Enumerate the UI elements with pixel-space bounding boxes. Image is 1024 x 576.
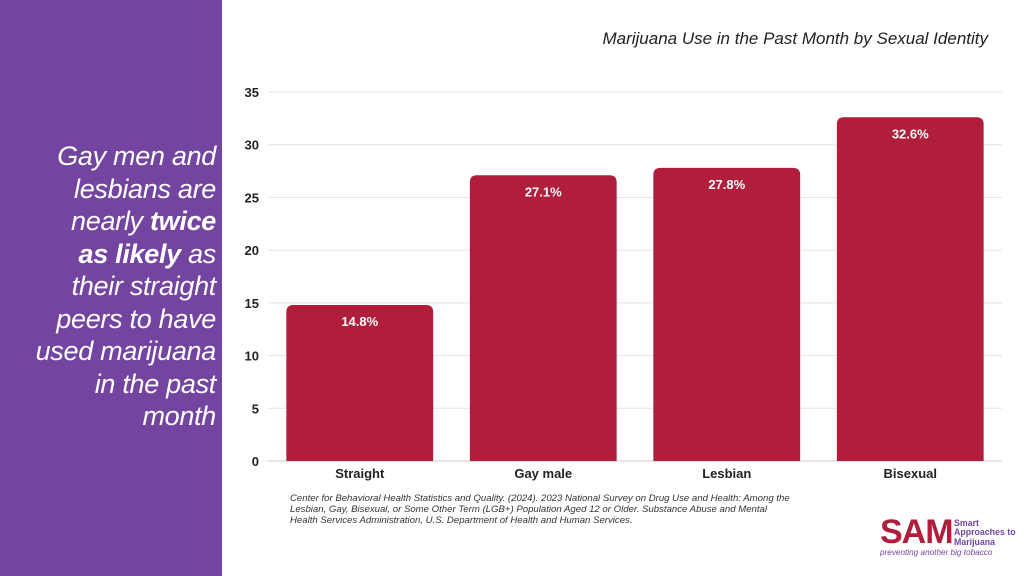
x-tick-label-3: Bisexual [884,466,937,481]
bar-data-label-3: 32.6% [892,126,929,141]
bar-data-label-2: 27.8% [708,177,745,192]
headline-line-7: used marijuana [35,336,217,366]
x-tick-label-0: Straight [335,466,385,481]
logo-name-line-2: Approaches to [954,527,1016,538]
headline-line-5: their straight [71,271,217,301]
logo-name-line-3: Marijuana [954,536,996,547]
headline-emphasis-1: twice [149,206,216,236]
headline-emphasis-2: as likely [78,238,181,269]
bar-2 [653,167,801,461]
x-tick-label-1: Gay male [514,466,572,481]
logo-name-line-1: Smart [954,518,979,528]
headline-line-3a: nearly [71,206,150,236]
headline-line-6: peers to have [56,303,216,334]
logo-mark: SAM [880,513,954,551]
logo-name: Smart Approaches to Marijuana [954,518,1016,547]
headline-line-9: month [142,401,216,431]
y-tick-label-3: 15 [245,296,259,311]
bar-data-label-1: 27.1% [525,184,562,199]
y-tick-label-2: 10 [245,349,259,364]
y-tick-label-6: 30 [245,138,259,153]
x-tick-label-2: Lesbian [702,466,751,481]
sam-logo: SAM Smart Approaches to Marijuana preven… [880,513,1016,559]
headline-line-8: in the past [94,368,217,399]
source-citation: Center for Behavioral Health Statistics … [290,493,790,527]
headline-line-4b: as [180,238,216,269]
chart-title: Marijuana Use in the Past Month by Sexua… [602,29,988,48]
bar-chart: 0 5 10 15 20 25 30 35 14.8% Straight 27.1% Gay male… [245,85,1002,481]
bar-data-label-0: 14.8% [341,314,378,329]
y-tick-label-1: 5 [252,401,259,416]
bar-1 [469,175,617,461]
y-tick-label-7: 35 [245,85,259,100]
left-panel: Gay men and lesbians are nearly twice as… [0,0,222,576]
y-tick-label-0: 0 [252,454,259,469]
y-tick-label-5: 25 [245,190,259,205]
bar-0 [286,304,434,461]
bar-3 [836,117,984,461]
headline-line-2: lesbians are [74,173,216,204]
logo-tagline: preventing another big tobacco [880,548,993,557]
headline: Gay men and lesbians are nearly twice as… [2,140,217,433]
headline-line-1: Gay men and [57,141,216,171]
y-tick-label-4: 20 [245,243,259,258]
